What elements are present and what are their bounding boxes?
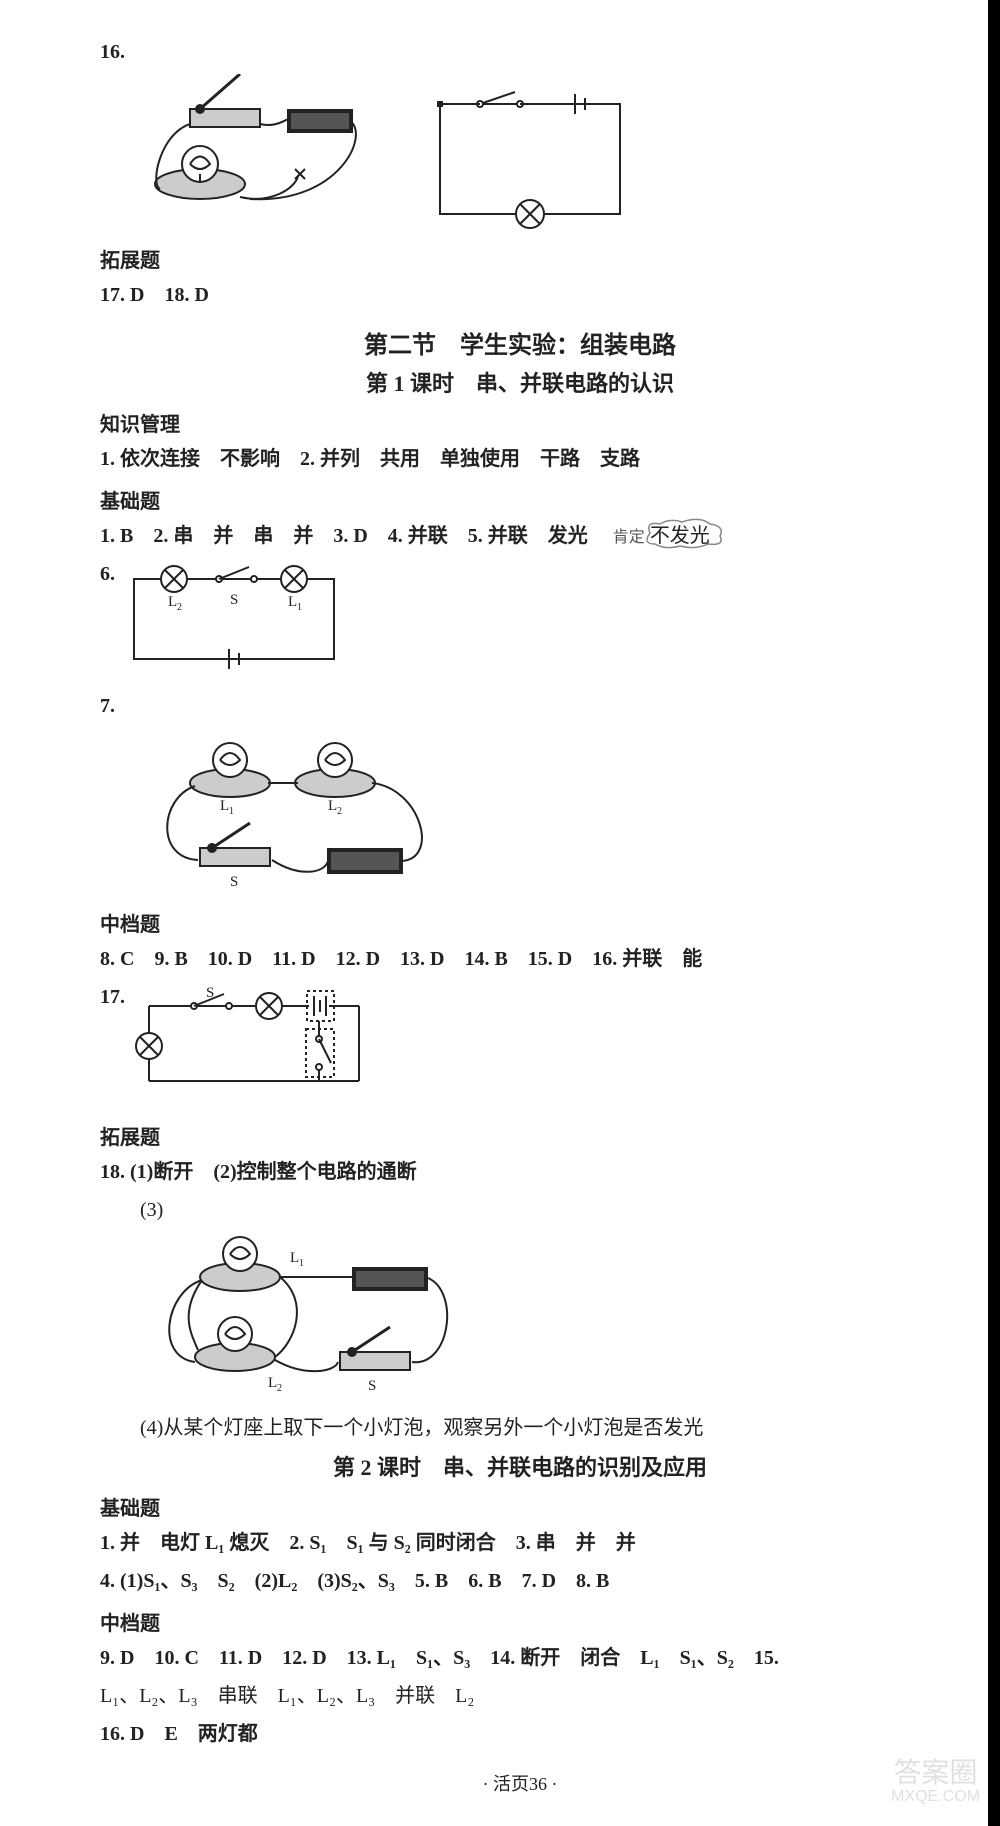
base1-line1: 1. B 2. 串 并 串 并 3. D 4. 并联 5. 并联 发光 肯定 不… [100, 520, 940, 552]
svg-text:1: 1 [297, 602, 302, 613]
q6: 6. [100, 558, 940, 684]
ext1-answers: 17. D 18. D [100, 279, 940, 311]
mid2-title: 中档题 [100, 1607, 940, 1636]
q17-num: 17. [100, 986, 125, 1008]
ext1-title: 拓展题 [100, 244, 940, 273]
cloud-outline-icon [640, 516, 730, 550]
lesson2-title: 第 2 课时 串、并联电路的识别及应用 [100, 1450, 940, 1482]
q18-l2: (3) [140, 1194, 940, 1226]
svg-text:1: 1 [229, 806, 234, 817]
mid1-line: 8. C 9. B 10. D 11. D 12. D 13. D 14. B … [100, 943, 940, 975]
svg-text:S: S [230, 874, 238, 890]
q6-diagram: L2 S L1 [124, 564, 354, 674]
page: 1 6. [0, 0, 1000, 1826]
km-line: 1. 依次连接 不影响 2. 并列 共用 单独使用 干路 支路 [100, 443, 940, 475]
svg-text:2: 2 [277, 1383, 282, 1394]
q16-diagram [140, 74, 940, 234]
km-title: 知识管理 [100, 408, 940, 437]
q16: 16. [100, 36, 940, 68]
svg-text:S: S [206, 985, 214, 1001]
svg-text:L: L [268, 1375, 277, 1391]
q16-num: 16. [100, 41, 125, 63]
svg-text:L: L [290, 1250, 299, 1266]
svg-text:L: L [168, 594, 177, 610]
base2-title: 基础题 [100, 1492, 940, 1521]
page-footer: · 活页36 · [100, 1770, 940, 1796]
mid2-l3: 16. D E 两灯都 [100, 1718, 940, 1750]
base2-l2: 4. (1)S₁、S₃ S₂ (2)L₂ (3)S₂、S₃ 5. B 6. B … [100, 1565, 940, 1597]
base1-title: 基础题 [100, 485, 940, 514]
svg-text:L: L [220, 798, 229, 814]
mid1-title: 中档题 [100, 908, 940, 937]
mid2-l1: 9. D 10. C 11. D 12. D 13. L₁ S₁、S₃ 14. … [100, 1642, 940, 1674]
section-title: 第二节 学生实验：组装电路 [100, 325, 940, 360]
svg-text:2: 2 [337, 806, 342, 817]
svg-text:S: S [368, 1378, 376, 1394]
q7-diagram: L1 L2 S [140, 728, 940, 898]
q18-l1: 18. (1)断开 (2)控制整个电路的通断 [100, 1156, 940, 1188]
q7: 7. [100, 690, 940, 722]
q18-diagram: L1 L2 S [140, 1232, 940, 1402]
mid2-l2: L₁、L₂、L₃ 串联 L₁、L₂、L₃ 并联 L₂ [100, 1680, 940, 1712]
q6-num: 6. [100, 563, 115, 585]
watermark: 答案圈 MXQE.COM [891, 1758, 980, 1806]
svg-text:S: S [230, 592, 238, 608]
q18-l4: (4)从某个灯座上取下一个小灯泡，观察另外一个小灯泡是否发光 [140, 1412, 940, 1444]
base2-l1: 1. 并 电灯 L₁ 熄灭 2. S₁ S₁ 与 S₂ 同时闭合 3. 串 并 … [100, 1527, 940, 1559]
svg-text:2: 2 [177, 602, 182, 613]
svg-text:L: L [328, 798, 337, 814]
lesson1-title: 第 1 课时 串、并联电路的认识 [100, 366, 940, 398]
q7-num: 7. [100, 695, 115, 717]
svg-text:L: L [288, 594, 297, 610]
q17-diagram: S [134, 981, 374, 1101]
svg-text:1: 1 [299, 1258, 304, 1269]
ext2-title: 拓展题 [100, 1121, 940, 1150]
q17: 17. [100, 981, 940, 1111]
